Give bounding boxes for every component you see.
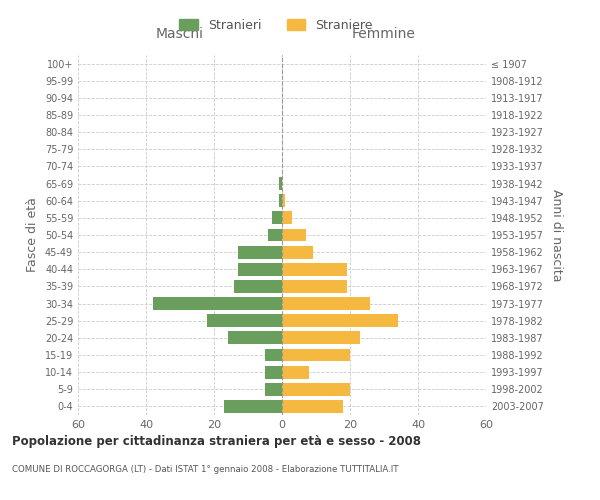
Bar (282, 400, 343, 413)
Bar (282, 383, 350, 396)
Bar (272, 212, 282, 224)
Bar (282, 348, 350, 362)
Bar (238, 246, 282, 258)
Bar (282, 280, 347, 293)
Text: Maschi: Maschi (156, 26, 204, 40)
Bar (282, 366, 309, 378)
Bar (265, 383, 282, 396)
Bar (278, 194, 282, 207)
Bar (282, 297, 370, 310)
Bar (227, 332, 282, 344)
Bar (268, 228, 282, 241)
Bar (224, 400, 282, 413)
Y-axis label: Anni di nascita: Anni di nascita (550, 188, 563, 281)
Bar (282, 194, 286, 207)
Bar (282, 228, 306, 241)
Bar (265, 366, 282, 378)
Text: Femmine: Femmine (352, 26, 416, 40)
Bar (282, 212, 292, 224)
Bar (278, 177, 282, 190)
Bar (282, 332, 360, 344)
Bar (235, 280, 282, 293)
Bar (265, 348, 282, 362)
Text: COMUNE DI ROCCAGORGA (LT) - Dati ISTAT 1° gennaio 2008 - Elaborazione TUTTITALIA: COMUNE DI ROCCAGORGA (LT) - Dati ISTAT 1… (12, 465, 398, 474)
Y-axis label: Fasce di età: Fasce di età (26, 198, 39, 272)
Bar (207, 314, 282, 327)
Bar (153, 297, 282, 310)
Text: Popolazione per cittadinanza straniera per età e sesso - 2008: Popolazione per cittadinanza straniera p… (12, 435, 421, 448)
Bar (282, 246, 313, 258)
Bar (282, 314, 398, 327)
Legend: Stranieri, Straniere: Stranieri, Straniere (174, 14, 378, 37)
Bar (282, 263, 347, 276)
Bar (238, 263, 282, 276)
